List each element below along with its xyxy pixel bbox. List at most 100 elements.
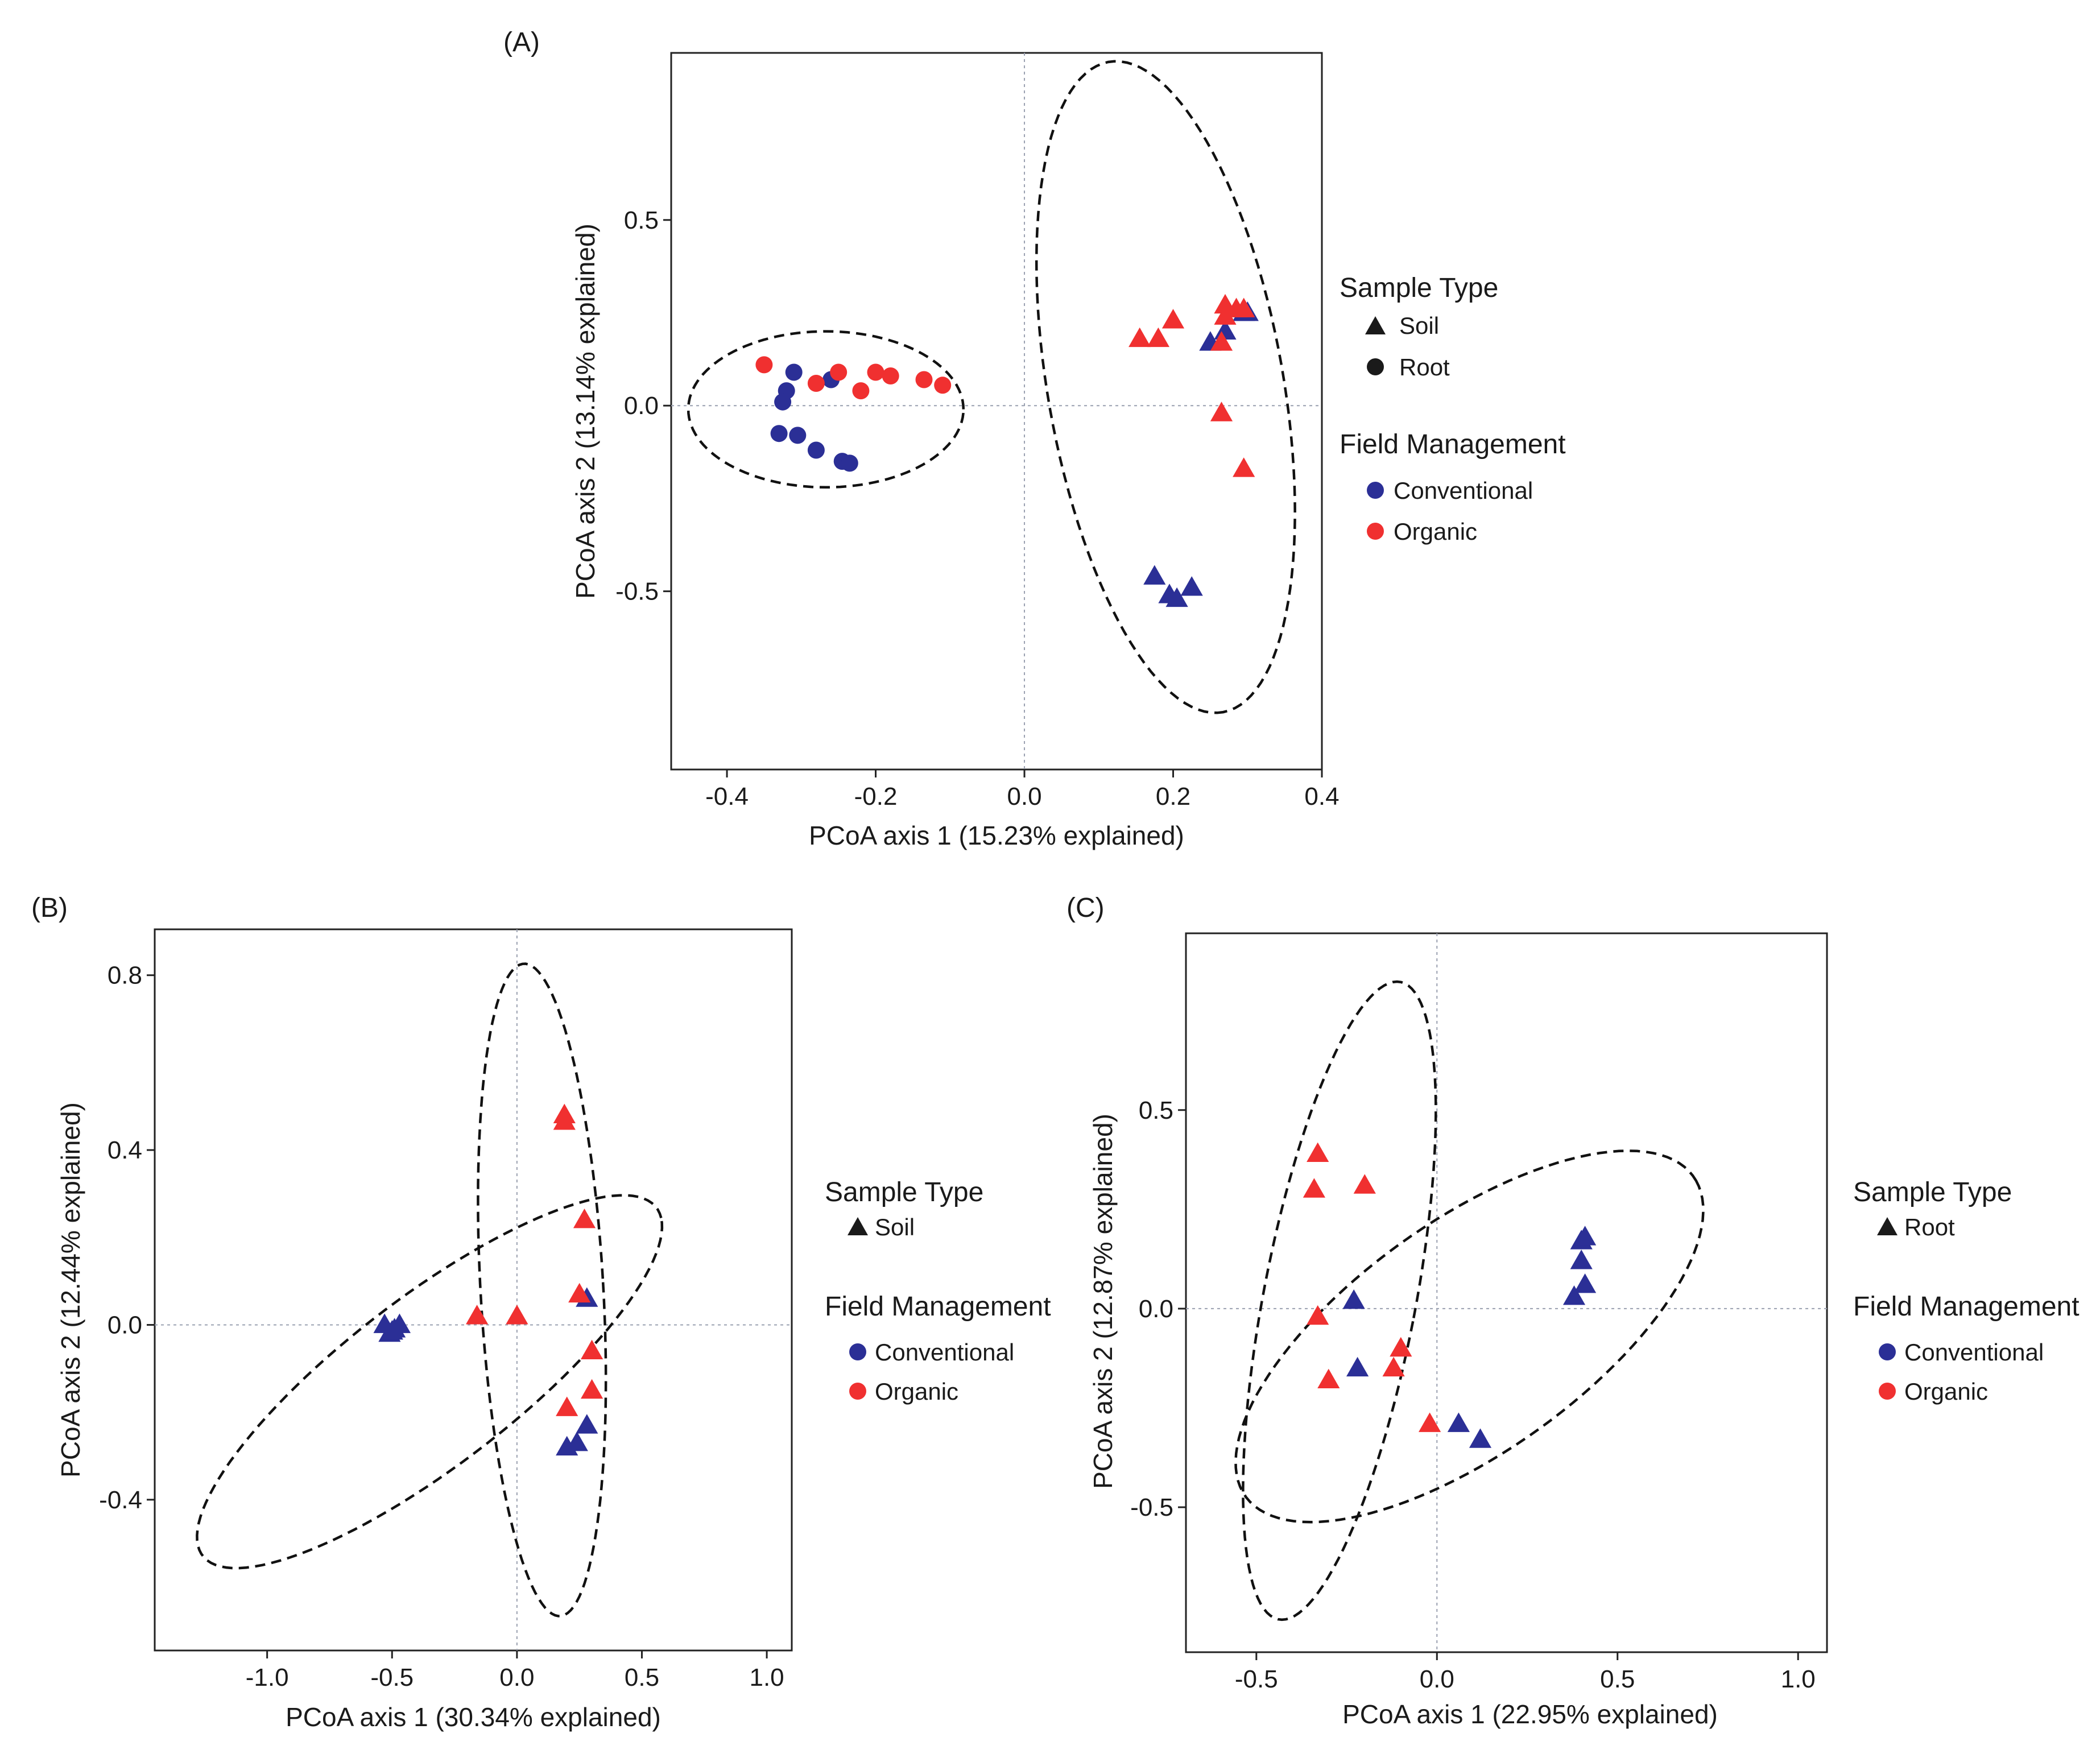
series-organic-soil-b (466, 1103, 603, 1416)
data-point-a-s3-3 (1210, 331, 1233, 351)
data-point-a-s3-2 (1161, 309, 1185, 329)
data-point-c-s1-0 (1307, 1142, 1329, 1162)
data-point-c-s1-6 (1382, 1356, 1405, 1377)
data-point-b-s1-3 (568, 1283, 591, 1303)
panel-label-b: (B) (31, 893, 68, 923)
data-point-a-s2-6 (1165, 587, 1188, 607)
legend-sample-type-label-0-a: Soil (1399, 312, 1439, 339)
confidence-ellipse-c-0 (1234, 1149, 1705, 1524)
x-tick-label-c-2: 0.5 (1600, 1665, 1635, 1693)
data-point-a-s1-7 (934, 377, 952, 394)
data-point-b-s1-7 (581, 1379, 603, 1399)
x-tick-label-b-1: -0.5 (370, 1664, 414, 1691)
data-point-a-s0-5 (789, 427, 807, 444)
x-tick-label-b-0: -1.0 (246, 1664, 289, 1691)
legend-sample-type-label-0-c: Root (1904, 1214, 1955, 1240)
y-tick-label-b-0: 0.8 (108, 962, 142, 990)
legend-sample-type-item-0-b: Soil (848, 1214, 915, 1240)
data-point-a-s0-0 (785, 363, 803, 381)
legend-organic-swatch (849, 1383, 866, 1400)
legend-management-label-1-b: Organic (875, 1378, 958, 1405)
y-tick-label-c-2: -0.5 (1130, 1494, 1173, 1521)
panel-b: (B) -1.0 -0.5 0.0 0.5 1.0 0.8 0.4 0.0 -0.4 PCoA… (31, 893, 1051, 1732)
data-point-c-s0-2 (1447, 1412, 1470, 1432)
legend-management-label-1-a: Organic (1394, 518, 1477, 545)
legend-sample-type-label-1-a: Root (1399, 354, 1450, 380)
x-axis-title-b: PCoA axis 1 (30.34% explained) (286, 1702, 661, 1732)
data-point-a-s3-7 (1233, 297, 1255, 317)
data-point-b-s1-6 (581, 1339, 603, 1359)
data-point-a-s0-6 (807, 441, 825, 459)
legend-sample-type-item-1-a: Root (1367, 354, 1450, 380)
legend-sample-type-item-0-a: Soil (1365, 312, 1439, 339)
data-point-c-s0-0 (1342, 1289, 1365, 1309)
data-point-a-s3-8 (1210, 402, 1233, 421)
confidence-ellipse-b-1 (477, 962, 607, 1618)
x-tick-label-b-2: 0.0 (499, 1664, 534, 1691)
legend-sample-type-title-a: Sample Type (1340, 273, 1498, 303)
data-point-a-s1-4 (867, 363, 884, 381)
data-point-a-s0-4 (770, 425, 788, 442)
data-point-a-s0-8 (841, 454, 858, 472)
panel-c: (C) -0.5 0.0 0.5 1.0 0.5 0.0 -0.5 PCoA axis 1… (1066, 893, 2080, 1729)
data-point-a-s1-1 (807, 375, 825, 392)
y-tick-label-c-0: 0.5 (1139, 1097, 1173, 1124)
data-point-c-s1-7 (1419, 1412, 1441, 1432)
legend-sample-type-label-0-b: Soil (875, 1214, 915, 1240)
data-point-c-s0-1 (1346, 1356, 1369, 1377)
confidence-ellipse-a-0 (687, 330, 965, 489)
series-conventional-root-c (1342, 1226, 1597, 1448)
data-point-a-s0-2 (774, 393, 792, 411)
y-tick-label-a-2: -0.5 (615, 578, 659, 606)
data-point-c-s1-2 (1353, 1174, 1376, 1194)
legend-management-title-c: Field Management (1853, 1292, 2080, 1322)
data-point-b-s1-1 (553, 1110, 576, 1130)
data-point-b-s1-8 (556, 1396, 578, 1416)
data-point-a-s3-0 (1128, 327, 1151, 348)
legend-sample-type-title-b: Sample Type (825, 1177, 983, 1207)
data-point-b-s1-2 (573, 1209, 596, 1228)
data-point-a-s1-2 (830, 363, 848, 381)
x-tick-label-a-2: 0.0 (1007, 783, 1041, 810)
confidence-ellipse-b-0 (196, 1194, 664, 1570)
x-tick-label-a-0: -0.4 (705, 783, 749, 810)
legend-sample-type-item-0-c: Root (1877, 1214, 1955, 1240)
data-point-b-s0-8 (556, 1436, 578, 1456)
legend-sample-type-title-c: Sample Type (1853, 1177, 2012, 1207)
plot-area-a (670, 52, 1323, 771)
legend-management-item-1-a: Organic (1367, 518, 1477, 545)
data-point-a-s3-4 (1214, 305, 1237, 325)
legend-management-item-0-b: Conventional (849, 1339, 1014, 1366)
data-point-a-s1-6 (915, 371, 933, 388)
series-conventional-soil-b (373, 1287, 598, 1456)
x-tick-label-c-3: 1.0 (1781, 1665, 1816, 1693)
x-axis-title-c: PCoA axis 1 (22.95% explained) (1342, 1699, 1718, 1729)
legend-triangle-icon (1365, 316, 1386, 334)
legend-management-title-a: Field Management (1340, 429, 1566, 460)
legend-triangle-icon (1877, 1217, 1898, 1235)
x-tick-label-a-1: -0.2 (854, 783, 898, 810)
data-point-c-s1-4 (1317, 1368, 1340, 1388)
data-point-a-s1-3 (852, 382, 870, 400)
y-axis-title-c: PCoA axis 2 (12.87% explained) (1088, 1114, 1118, 1489)
plot-area-b (154, 928, 793, 1652)
legend-b: Sample Type Soil Field Management Conven… (825, 1177, 1051, 1405)
data-point-b-s1-5 (506, 1305, 528, 1325)
legend-management-item-1-b: Organic (849, 1378, 958, 1405)
data-point-b-s0-6 (576, 1414, 598, 1434)
y-tick-label-b-3: -0.4 (99, 1486, 142, 1514)
data-point-c-s0-4 (1562, 1285, 1586, 1305)
series-organic-root-a (755, 356, 952, 400)
x-tick-label-b-4: 1.0 (749, 1664, 784, 1691)
data-point-c-s1-3 (1307, 1305, 1329, 1325)
data-point-c-s0-3 (1469, 1428, 1492, 1448)
data-point-b-s1-4 (466, 1305, 489, 1325)
plot-area-c (1185, 932, 1828, 1653)
panel-label-a: (A) (503, 27, 540, 57)
legend-conventional-swatch (849, 1343, 866, 1360)
data-point-c-s0-5 (1574, 1273, 1597, 1293)
series-organic-root-c (1303, 1142, 1441, 1432)
x-axis-title-a: PCoA axis 1 (15.23% explained) (809, 821, 1184, 850)
data-point-a-s2-4 (1143, 565, 1166, 585)
